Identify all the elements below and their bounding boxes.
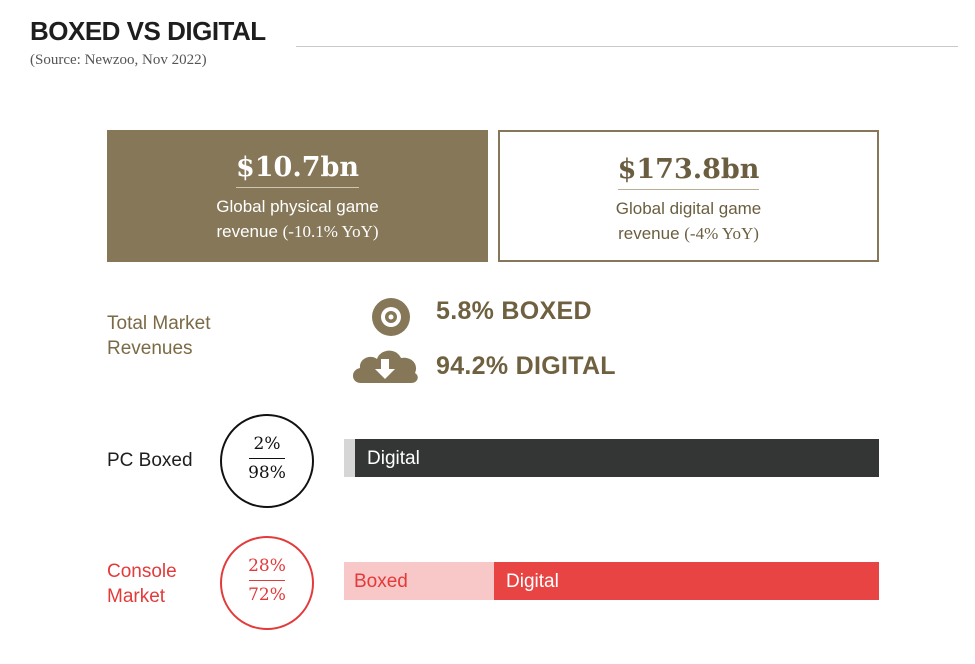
console-stacked-bar: Boxed Digital [344,562,879,600]
page-title: BOXED VS DIGITAL [30,16,266,46]
source-note: (Source: Newzoo, Nov 2022) [30,52,207,68]
pc-circle-divider [249,458,285,459]
console-label-line1: Console [107,561,177,582]
pc-boxed-segment [344,439,355,477]
physical-yoy: (-10.1% YoY) [282,222,379,241]
cloud-download-icon [352,350,418,383]
digital-revenue-card: $173.8bn Global digital game revenue (-4… [498,130,879,262]
console-share-circle: 28% 72% [220,536,314,630]
physical-amount: $10.7bn [235,152,360,188]
console-digital-segment-label: Digital [506,571,559,592]
total-market-label: Total Market Revenues [107,311,210,361]
digital-description: Global digital game revenue (-4% YoY) [500,196,877,246]
pc-share-circle: 2% 98% [220,414,314,508]
boxed-share: 5.8% BOXED [436,297,592,325]
digital-amount: $173.8bn [617,154,760,190]
console-label-line2: Market [107,586,166,607]
physical-desc-line1: Global physical game [216,197,379,216]
console-boxed-percent: 28% [248,556,286,576]
console-circle-divider [249,580,285,581]
physical-description: Global physical game revenue (-10.1% YoY… [107,194,488,244]
digital-yoy: (-4% YoY) [684,224,759,243]
pc-digital-segment [355,439,879,477]
pc-boxed-label: PC Boxed [107,450,193,471]
digital-desc-line1: Global digital game [615,199,762,218]
console-boxed-segment [344,562,494,600]
pc-boxed-percent: 2% [253,434,281,454]
digital-share: 94.2% DIGITAL [436,352,616,380]
total-market-label-line2: Revenues [107,338,193,359]
pc-stacked-bar: Digital [344,439,879,477]
console-boxed-segment-label: Boxed [354,571,408,592]
console-digital-percent: 72% [248,585,286,605]
total-market-label-line1: Total Market [107,313,211,334]
digital-desc-line2: revenue [618,224,680,243]
physical-revenue-card: $10.7bn Global physical game revenue (-1… [107,130,488,262]
console-digital-segment [494,562,879,600]
disc-icon [372,298,410,336]
pc-digital-segment-label: Digital [367,448,420,469]
console-market-label: Console Market [107,559,177,609]
pc-digital-percent: 98% [248,463,286,483]
title-rule [296,46,958,47]
physical-desc-line2: revenue [216,222,278,241]
